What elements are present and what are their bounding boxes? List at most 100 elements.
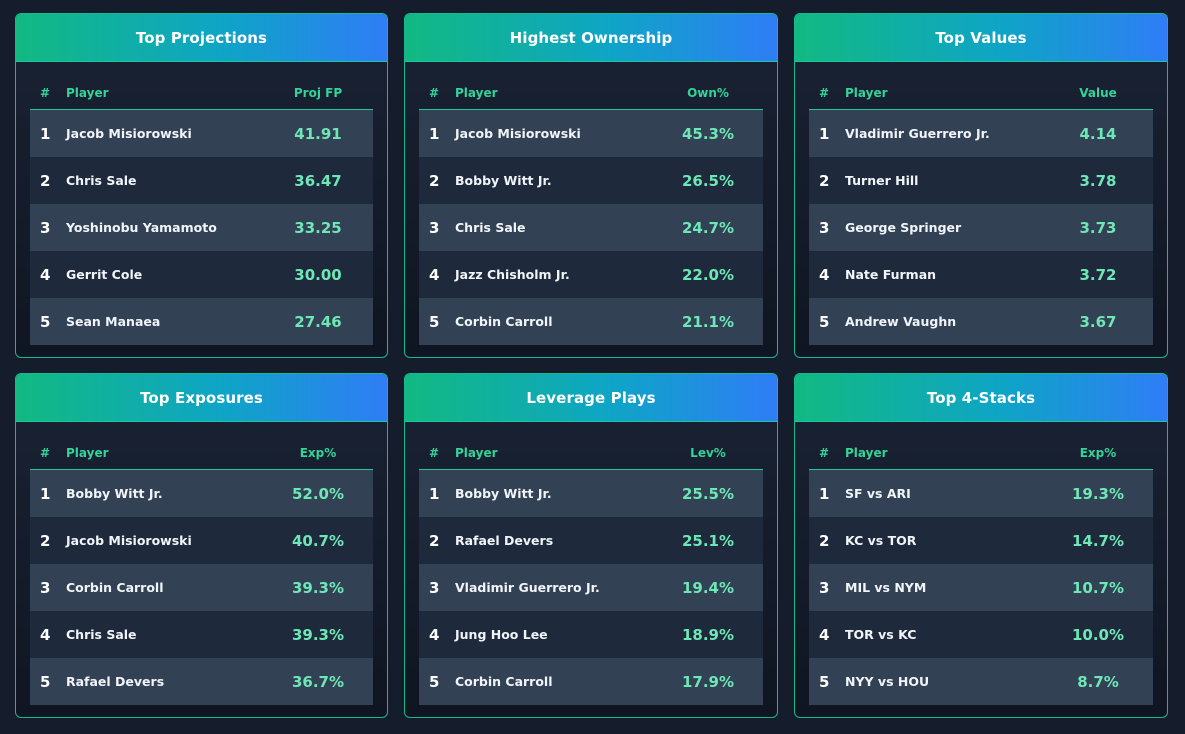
row-value: 21.1% [681,312,735,331]
row-player: Jung Hoo Lee [455,627,548,642]
card-top-exposures: Top Exposures # Player Exp% 1 Bobby Witt… [15,373,388,718]
row-rank: 1 [40,124,51,143]
row-rank: 1 [819,484,830,503]
header-rank: # [429,445,440,460]
row-value: 3.72 [1079,265,1117,284]
table-row: 3 Chris Sale 24.7% [419,204,763,251]
card-title: Leverage Plays [526,388,656,407]
row-rank: 4 [429,265,440,284]
card-highest-ownership: Highest Ownership # Player Own% 1 Jacob … [404,13,778,358]
row-player: Bobby Witt Jr. [66,486,163,501]
row-value: 27.46 [294,312,342,331]
header-player: Player [66,85,109,100]
row-player: Nate Furman [845,267,937,282]
row-player: Rafael Devers [66,674,165,689]
header-rank: # [40,85,51,100]
header-rank: # [40,445,51,460]
row-player: Jacob Misiorowski [455,126,581,141]
dashboard-grid: Top Projections # Player Proj FP 1 Jacob… [15,13,1168,718]
table-row: 5 Corbin Carroll 21.1% [419,298,763,345]
row-rank: 5 [40,312,51,331]
table-row: 2 Rafael Devers 25.1% [419,517,763,564]
row-rank: 1 [40,484,51,503]
row-value: 17.9% [681,672,735,691]
table-row: 5 NYY vs HOU 8.7% [809,658,1153,705]
row-rank: 4 [429,625,440,644]
row-player: Corbin Carroll [455,314,553,329]
row-player: Chris Sale [455,220,526,235]
row-rank: 1 [429,484,440,503]
row-value: 24.7% [681,218,735,237]
row-value: 22.0% [681,265,735,284]
row-rank: 3 [429,578,440,597]
table-row: 5 Rafael Devers 36.7% [30,658,373,705]
table-row: 2 Bobby Witt Jr. 26.5% [419,157,763,204]
stats-table: # Player Lev% 1 Bobby Witt Jr. 25.5% 2 R… [419,436,763,705]
header-value: Lev% [690,445,726,460]
row-rank: 2 [819,171,830,190]
row-value: 8.7% [1077,672,1119,691]
row-value: 10.0% [1071,625,1125,644]
row-rank: 2 [40,531,51,550]
table-row: 3 Yoshinobu Yamamoto 33.25 [30,204,373,251]
row-player: Turner Hill [845,173,919,188]
row-player: Jazz Chisholm Jr. [455,267,570,282]
table-row: 4 Nate Furman 3.72 [809,251,1153,298]
row-player: Vladimir Guerrero Jr. [845,126,990,141]
row-player: Corbin Carroll [455,674,553,689]
row-rank: 1 [429,124,440,143]
header-value: Exp% [1079,445,1117,460]
row-value: 4.14 [1079,124,1117,143]
row-value: 40.7% [291,531,345,550]
table-row: 4 Jazz Chisholm Jr. 22.0% [419,251,763,298]
table-row: 1 Jacob Misiorowski 45.3% [419,110,763,157]
row-rank: 5 [819,672,830,691]
row-value: 19.3% [1071,484,1125,503]
table-row: 1 Bobby Witt Jr. 52.0% [30,470,373,517]
table-row: 4 Chris Sale 39.3% [30,611,373,658]
row-player: Yoshinobu Yamamoto [66,220,217,235]
row-rank: 3 [819,218,830,237]
card-header: Top Exposures [16,374,387,422]
table-header: # Player Proj FP [30,76,373,110]
card-header: Top 4-Stacks [795,374,1167,422]
row-value: 36.47 [294,171,342,190]
card-top-4-stacks: Top 4-Stacks # Player Exp% 1 SF vs ARI 1… [794,373,1168,718]
row-value: 19.4% [681,578,735,597]
row-rank: 4 [40,265,51,284]
row-player: Bobby Witt Jr. [455,486,552,501]
table-row: 5 Sean Manaea 27.46 [30,298,373,345]
card-title: Highest Ownership [509,28,673,47]
table-row: 1 Bobby Witt Jr. 25.5% [419,470,763,517]
table-row: 1 Vladimir Guerrero Jr. 4.14 [809,110,1153,157]
row-rank: 5 [40,672,51,691]
card-title: Top 4-Stacks [926,388,1036,407]
table-header: # Player Own% [419,76,763,110]
stats-table: # Player Exp% 1 Bobby Witt Jr. 52.0% 2 J… [30,436,373,705]
header-player: Player [66,445,109,460]
row-rank: 2 [429,171,440,190]
row-player: KC vs TOR [845,533,917,548]
header-value: Proj FP [293,85,343,100]
card-leverage-plays: Leverage Plays # Player Lev% 1 Bobby Wit… [404,373,778,718]
row-value: 30.00 [294,265,342,284]
row-rank: 1 [819,124,830,143]
row-player: Corbin Carroll [66,580,164,595]
table-row: 3 Vladimir Guerrero Jr. 19.4% [419,564,763,611]
table-row: 5 Andrew Vaughn 3.67 [809,298,1153,345]
header-player: Player [845,445,888,460]
table-row: 1 SF vs ARI 19.3% [809,470,1153,517]
row-value: 36.7% [291,672,345,691]
row-player: Rafael Devers [455,533,554,548]
table-row: 2 Turner Hill 3.78 [809,157,1153,204]
row-value: 25.1% [681,531,735,550]
row-value: 41.91 [294,124,342,143]
table-row: 1 Jacob Misiorowski 41.91 [30,110,373,157]
row-value: 3.67 [1079,312,1117,331]
row-player: NYY vs HOU [845,674,930,689]
card-title: Top Values [935,28,1027,47]
stats-table: # Player Exp% 1 SF vs ARI 19.3% 2 KC vs … [809,436,1153,705]
header-rank: # [819,445,830,460]
table-row: 4 TOR vs KC 10.0% [809,611,1153,658]
row-player: Bobby Witt Jr. [455,173,552,188]
